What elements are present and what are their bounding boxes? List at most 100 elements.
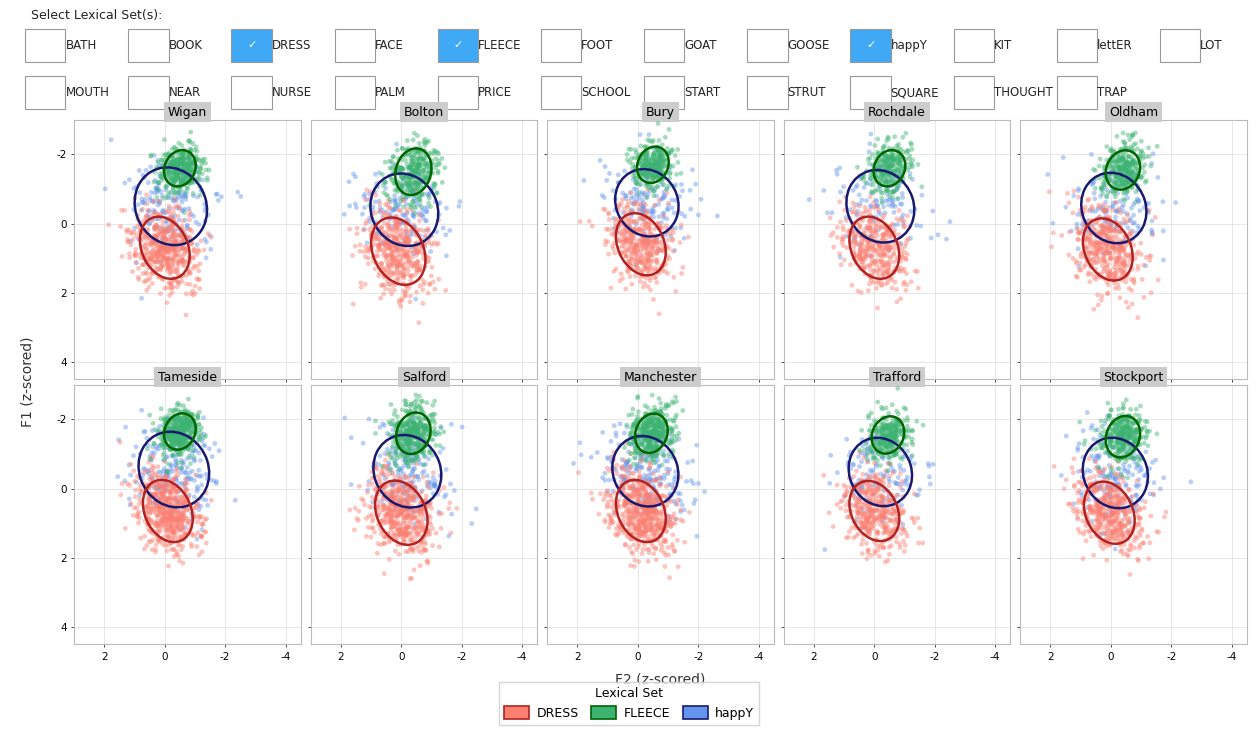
Point: [386, 423, 406, 435]
Point: [1087, 244, 1107, 256]
Point: [824, 241, 844, 253]
Point: [619, 515, 639, 527]
Point: [1110, 163, 1130, 175]
Point: [348, 515, 369, 526]
Point: [648, 118, 668, 129]
Point: [630, 158, 650, 170]
Point: [389, 523, 409, 535]
Point: [620, 461, 640, 472]
Point: [430, 197, 450, 208]
Point: [1103, 507, 1123, 518]
Point: [159, 165, 179, 177]
Point: [379, 429, 399, 441]
Point: [665, 194, 686, 206]
Point: [609, 439, 629, 451]
Point: [376, 502, 396, 514]
Point: [371, 226, 391, 238]
FancyBboxPatch shape: [644, 77, 684, 110]
Point: [1082, 219, 1102, 230]
Point: [414, 428, 434, 440]
Point: [182, 188, 203, 200]
Point: [155, 242, 175, 254]
Point: [406, 161, 426, 173]
Point: [1086, 482, 1106, 493]
Point: [396, 203, 416, 215]
Point: [858, 285, 878, 297]
Point: [654, 536, 674, 548]
Point: [361, 232, 381, 243]
Point: [355, 499, 375, 511]
Point: [858, 514, 878, 526]
Point: [1096, 207, 1116, 219]
Point: [642, 243, 662, 255]
Point: [1127, 424, 1147, 436]
Point: [878, 268, 898, 280]
Point: [392, 173, 413, 185]
Point: [624, 243, 644, 254]
Point: [392, 428, 413, 439]
Text: SCHOOL: SCHOOL: [581, 86, 630, 99]
Point: [886, 420, 906, 432]
Point: [414, 173, 434, 184]
Point: [1108, 499, 1128, 511]
Point: [165, 275, 185, 287]
Point: [377, 262, 398, 273]
Point: [1089, 477, 1110, 489]
Point: [642, 206, 662, 218]
Point: [1108, 471, 1128, 482]
Point: [1102, 485, 1122, 496]
Point: [634, 515, 654, 526]
Point: [387, 500, 408, 512]
Point: [391, 154, 411, 166]
Point: [877, 242, 897, 254]
Point: [189, 483, 209, 495]
Point: [434, 491, 454, 503]
Point: [171, 178, 191, 190]
Point: [401, 430, 421, 442]
Point: [161, 278, 181, 289]
Point: [371, 292, 391, 304]
Point: [351, 493, 371, 505]
Point: [370, 523, 390, 534]
Point: [1086, 499, 1106, 511]
Point: [1102, 428, 1122, 439]
Point: [650, 478, 671, 490]
Point: [637, 154, 657, 165]
Point: [847, 478, 867, 490]
Point: [166, 162, 186, 173]
Point: [398, 528, 418, 539]
Point: [1111, 156, 1131, 167]
Point: [1096, 183, 1116, 195]
Point: [161, 460, 181, 471]
Point: [632, 186, 652, 198]
Point: [395, 529, 415, 541]
Point: [1125, 502, 1145, 514]
Point: [180, 251, 200, 263]
Point: [1097, 238, 1117, 249]
Point: [1078, 232, 1098, 244]
Point: [394, 512, 414, 523]
Point: [166, 422, 186, 433]
Point: [169, 236, 189, 248]
Point: [148, 177, 169, 189]
Point: [1098, 397, 1118, 409]
Point: [640, 135, 660, 147]
Point: [1144, 488, 1164, 499]
Point: [860, 480, 881, 491]
Point: [643, 149, 663, 161]
Point: [1103, 502, 1123, 514]
Point: [403, 513, 423, 525]
Point: [1093, 178, 1113, 190]
Point: [394, 170, 414, 181]
Point: [419, 237, 439, 249]
Point: [164, 450, 184, 462]
Point: [413, 538, 433, 550]
Point: [1096, 509, 1116, 520]
Point: [172, 420, 192, 432]
Point: [1108, 154, 1128, 166]
Point: [869, 481, 889, 493]
Point: [1098, 518, 1118, 530]
Point: [180, 268, 200, 280]
Point: [625, 240, 645, 252]
Point: [369, 270, 389, 281]
